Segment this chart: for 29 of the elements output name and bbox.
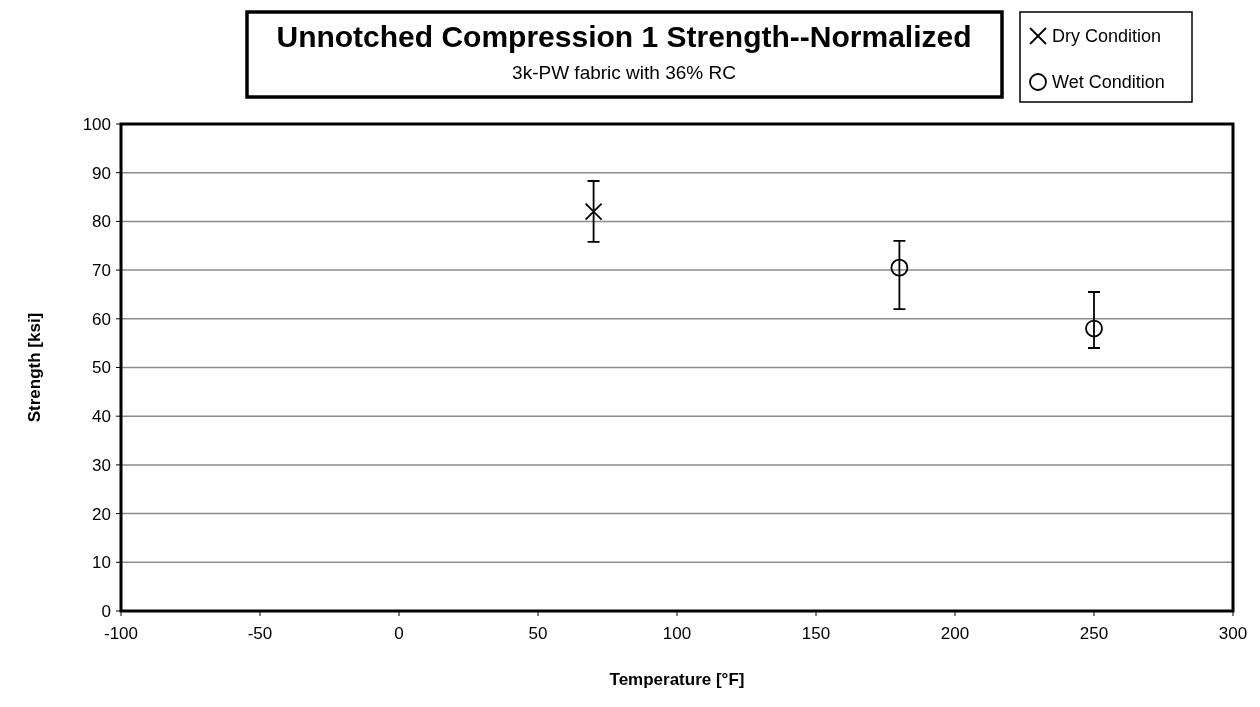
x-axis-title: Temperature [°F] (609, 670, 745, 689)
chart-subtitle: 3k-PW fabric with 36% RC (512, 62, 736, 83)
x-tick-label: 150 (801, 624, 831, 643)
y-tick-label: 70 (92, 261, 111, 281)
chart-title: Unnotched Compression 1 Strength--Normalized (276, 20, 972, 53)
x-tick-label: 0 (394, 624, 404, 643)
y-tick-label: 50 (92, 358, 111, 378)
legend-label: Dry Condition (1052, 26, 1162, 47)
point (890, 258, 909, 277)
y-tick-label: 40 (92, 407, 111, 427)
y-tick-label: 60 (92, 309, 111, 329)
x-tick-label: -100 (103, 624, 139, 643)
point (584, 202, 603, 221)
y-tick-label: 90 (92, 163, 111, 183)
y-tick-label: 30 (92, 455, 111, 475)
y-tick-label: 100 (82, 114, 111, 134)
x-tick-label: 50 (528, 624, 548, 643)
x-tick-label: 200 (940, 624, 970, 643)
y-tick-label: 10 (92, 553, 111, 573)
point (1085, 319, 1103, 338)
x-tick-label: -50 (247, 624, 273, 643)
legend-label: Wet Condition (1052, 72, 1165, 93)
y-axis-title: Strength [ksi] (25, 312, 44, 423)
x-tick-label: 100 (662, 624, 692, 643)
y-tick-label: 20 (92, 504, 111, 524)
y-tick-label: 0 (101, 601, 111, 621)
x-tick-label: 300 (1218, 624, 1248, 643)
x-tick-label: 250 (1079, 624, 1109, 643)
y-tick-label: 80 (92, 212, 111, 232)
